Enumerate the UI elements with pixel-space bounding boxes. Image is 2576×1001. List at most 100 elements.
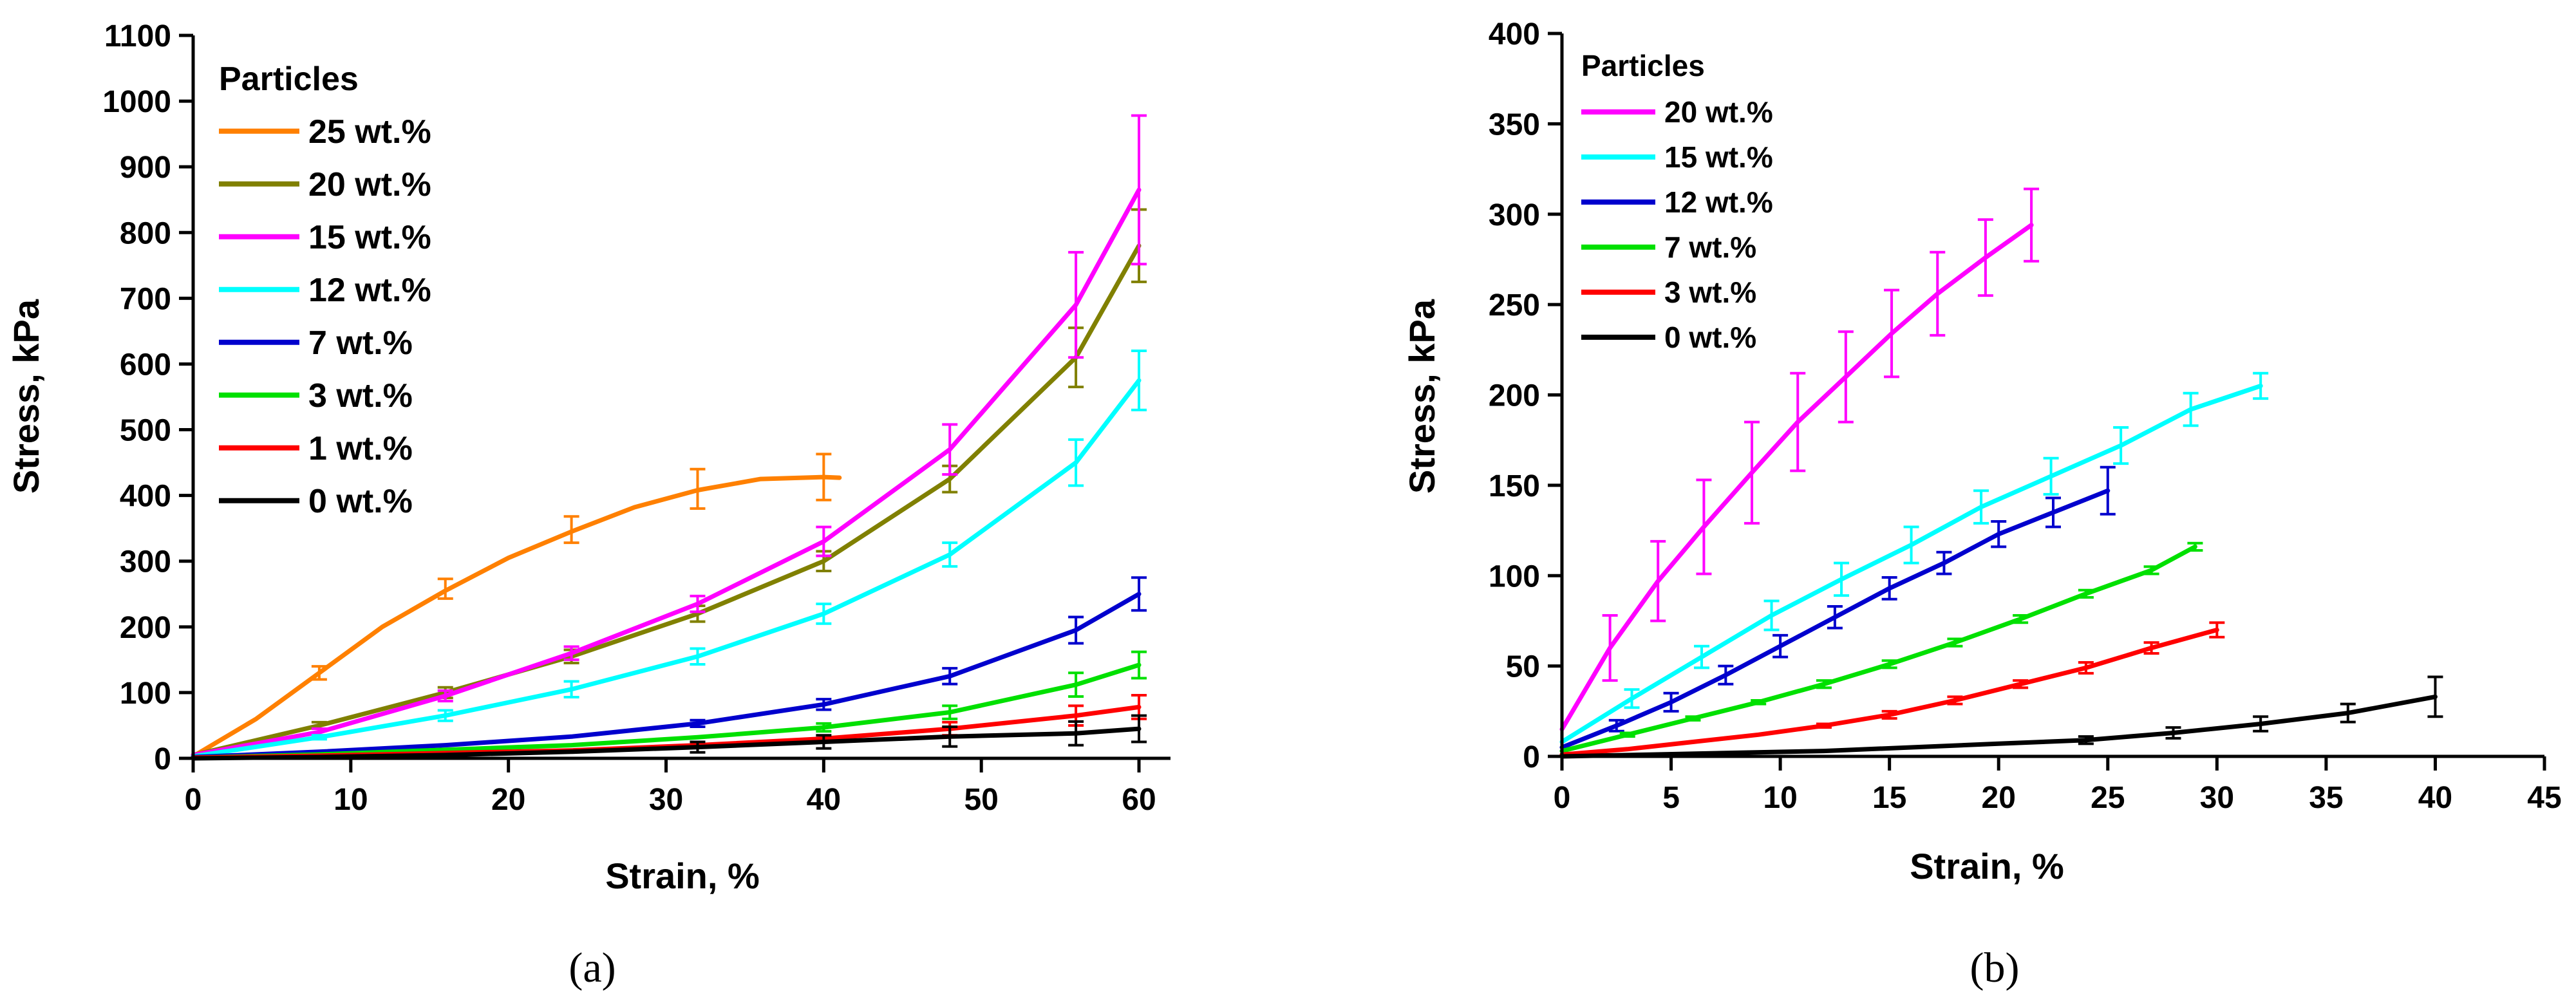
error-bar (1881, 576, 1897, 601)
panel-b-caption: (b) (1970, 944, 2020, 991)
x-tick-label: 35 (2309, 781, 2343, 815)
y-tick-label: 1000 (102, 85, 171, 119)
error-bar (1131, 650, 1147, 680)
error-bar (1068, 720, 1084, 747)
error-bar (1947, 695, 1963, 706)
error-bar (2100, 465, 2116, 516)
y-tick-label: 150 (1489, 469, 1540, 503)
error-bar (1827, 604, 1843, 630)
x-tick-label: 10 (1763, 781, 1797, 815)
error-bar (690, 740, 706, 754)
error-bar (437, 709, 453, 722)
error-bar (816, 698, 832, 711)
panel-b-x-axis-label: Strain, % (1910, 846, 2064, 886)
x-tick-label: 10 (334, 783, 368, 817)
error-bar (1696, 478, 1712, 575)
panel-a-series-group (191, 114, 1147, 761)
y-tick-label: 400 (120, 480, 171, 514)
error-bar (1991, 520, 2007, 548)
error-bar (1608, 718, 1624, 733)
error-bar (1068, 615, 1084, 645)
error-bar (1068, 250, 1084, 359)
error-bar (1131, 576, 1147, 612)
error-bar (1816, 722, 1832, 729)
error-bar (2340, 702, 2356, 724)
error-bar (1718, 664, 1734, 686)
panel-a-axes: 0 10 20 30 40 50 60010020030040050060070080090… (102, 19, 1170, 817)
error-bar (1816, 679, 1832, 689)
x-tick-label: 0 (185, 783, 202, 817)
error-bar (1881, 709, 1897, 720)
error-bar (1744, 420, 1760, 525)
x-tick-label: 20 (491, 783, 525, 817)
error-bar (816, 722, 832, 733)
legend-label: 3 wt.% (308, 377, 413, 415)
error-bar (1903, 525, 1919, 565)
error-bar (1973, 489, 1989, 525)
legend-label: 1 wt.% (308, 430, 413, 467)
error-bar (1790, 371, 1806, 472)
error-bar (1884, 288, 1900, 379)
y-tick-label: 350 (1489, 108, 1540, 142)
error-bar (2013, 614, 2029, 624)
error-bar (690, 718, 706, 728)
error-bar (1624, 688, 1640, 709)
error-bar (816, 453, 832, 501)
error-bar (2209, 621, 2225, 639)
error-bar (311, 734, 327, 741)
y-tick-label: 600 (120, 348, 171, 382)
error-bar (2187, 541, 2203, 552)
y-tick-label: 800 (120, 216, 171, 250)
error-bar (1685, 715, 1701, 722)
error-bar (2078, 588, 2094, 599)
error-bar (2045, 496, 2061, 529)
legend-label: 0 wt.% (308, 483, 413, 520)
error-bar (1751, 698, 1767, 706)
error-bar (690, 594, 706, 613)
error-bar (690, 647, 706, 666)
error-bar (942, 667, 958, 686)
legend-label: 3 wt.% (1664, 276, 1756, 309)
legend-label: 15 wt.% (1664, 140, 1773, 174)
error-bar (1068, 438, 1084, 487)
error-bar (563, 680, 579, 699)
error-bar (1068, 671, 1084, 698)
error-bar (2078, 661, 2094, 675)
legend-label: 20 wt.% (1664, 95, 1773, 129)
error-bar (1131, 350, 1147, 411)
series-line-0-wt- (1559, 694, 2438, 759)
error-bar (2013, 679, 2029, 689)
series-line-25-wt- (191, 474, 842, 759)
error-bar (1619, 731, 1635, 738)
legend-label: 20 wt.% (308, 166, 431, 203)
y-tick-label: 250 (1489, 288, 1540, 323)
series-line-3-wt- (191, 662, 1142, 760)
error-bar (1602, 614, 1618, 682)
error-bar (2024, 187, 2040, 263)
error-bar (311, 665, 327, 681)
y-tick-label: 1100 (104, 19, 171, 53)
x-tick-label: 0 (1554, 781, 1571, 815)
error-bar (1763, 599, 1780, 631)
panel-a-caption: (a) (569, 944, 616, 991)
error-bar (2183, 391, 2199, 427)
x-tick-label: 40 (807, 783, 841, 817)
error-bar (1650, 539, 1666, 622)
y-tick-label: 200 (120, 611, 171, 645)
legend-label: 0 wt.% (1664, 321, 1756, 354)
legend-label: 12 wt.% (1664, 185, 1773, 219)
error-bar (2253, 371, 2269, 400)
x-tick-label: 25 (2091, 781, 2125, 815)
legend-label: 12 wt.% (308, 272, 431, 309)
error-bar (1834, 561, 1850, 597)
y-tick-label: 50 (1506, 650, 1540, 684)
x-tick-label: 40 (2418, 781, 2452, 815)
y-tick-label: 300 (1489, 198, 1540, 232)
legend-label: 7 wt.% (1664, 230, 1756, 264)
error-bar (2253, 715, 2269, 733)
error-bar (816, 525, 832, 557)
error-bar (690, 467, 706, 510)
legend-title: Particles (219, 61, 359, 98)
x-tick-label: 45 (2527, 781, 2561, 815)
